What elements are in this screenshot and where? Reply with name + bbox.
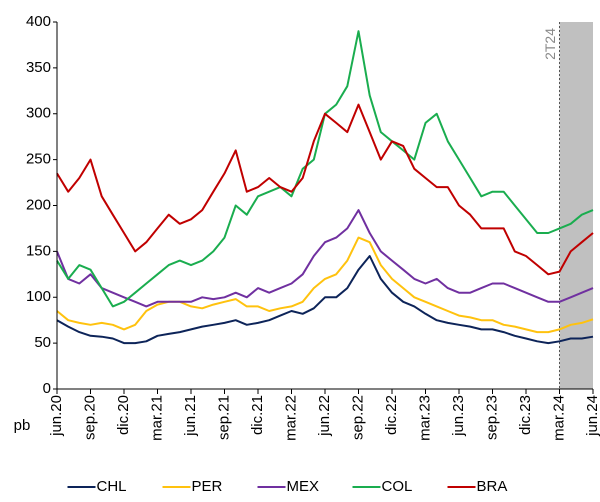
x-tick-label: jun.21	[182, 395, 199, 437]
series-line	[56, 209, 594, 308]
x-tick-label: mar.24	[550, 395, 567, 441]
x-tick-label: jun.22	[316, 395, 333, 437]
x-tick-label: sep.22	[349, 395, 366, 440]
series-line	[56, 255, 594, 345]
x-tick-label: mar.23	[416, 395, 433, 441]
y-tick-label: 400	[26, 13, 51, 30]
x-tick-label: dic.23	[517, 395, 534, 435]
y-tick-label: 50	[34, 334, 51, 351]
y-tick-label: 100	[26, 288, 51, 305]
y-axis-label: pb	[14, 417, 31, 434]
x-tick-label: dic.20	[115, 395, 132, 435]
y-tick-label: 0	[43, 380, 51, 397]
shade-label: 2T24	[542, 28, 558, 60]
x-tick-label: sep.20	[81, 395, 98, 440]
x-tick-label: mar.22	[282, 395, 299, 441]
x-tick-label: sep.23	[483, 395, 500, 440]
y-tick-label: 200	[26, 196, 51, 213]
legend-label: PER	[192, 478, 223, 495]
x-tick-label: sep.21	[215, 395, 232, 440]
shaded-period	[559, 22, 593, 389]
y-tick-label: 300	[26, 105, 51, 122]
x-tick-label: mar.21	[148, 395, 165, 441]
x-tick-label: jun.23	[450, 395, 467, 437]
y-tick-label: 350	[26, 59, 51, 76]
x-tick-label: jun.24	[584, 395, 600, 437]
series-line	[56, 30, 594, 308]
series-line	[56, 103, 594, 276]
y-tick-label: 250	[26, 151, 51, 168]
legend-label: BRA	[477, 478, 508, 495]
series-line	[56, 236, 594, 334]
x-tick-label: dic.22	[383, 395, 400, 435]
legend-label: MEX	[287, 478, 320, 495]
x-tick-label: dic.21	[249, 395, 266, 435]
y-tick-label: 150	[26, 242, 51, 259]
legend-label: COL	[382, 478, 413, 495]
legend-label: CHL	[97, 478, 127, 495]
x-tick-label: jun.20	[48, 395, 65, 437]
